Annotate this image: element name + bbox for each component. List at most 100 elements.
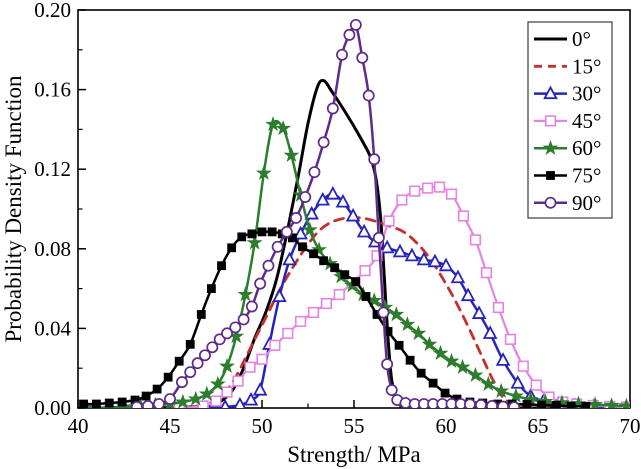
- square-open-marker: [359, 265, 371, 277]
- square-filled-marker: [428, 378, 438, 388]
- circle-marker: [229, 321, 242, 334]
- square-filled-marker: [152, 384, 162, 394]
- square-filled-marker: [309, 249, 318, 259]
- legend-item-30deg: 30°: [534, 82, 601, 106]
- square-open-marker: [295, 315, 307, 328]
- series-line: [177, 216, 630, 408]
- circle-marker: [176, 376, 188, 389]
- plot-area: 40 45 50 55 60 65 70 0.00 0.04 0.08 0.12 0.16 0.20 0°…: [34, 0, 640, 438]
- star-marker: [388, 306, 405, 322]
- square-filled-marker: [247, 229, 257, 239]
- square-filled-marker: [217, 261, 226, 271]
- triangle-marker: [482, 325, 498, 339]
- circle-marker: [308, 166, 321, 179]
- square-open-marker: [457, 210, 470, 222]
- circle-marker: [381, 358, 394, 371]
- circle-marker: [221, 327, 233, 340]
- circle-marker: [508, 401, 521, 408]
- star-marker: [421, 335, 438, 352]
- legend-label: 0°: [572, 27, 591, 51]
- star-marker: [493, 382, 510, 398]
- circle-marker: [164, 393, 176, 405]
- triangle-marker: [471, 305, 487, 319]
- triangle-marker: [220, 398, 231, 408]
- legend-item-45deg: 45°: [534, 109, 601, 133]
- circle-marker: [362, 89, 375, 102]
- circle-marker: [349, 18, 362, 31]
- square-filled-marker: [104, 398, 114, 408]
- square-open-marker: [433, 181, 446, 193]
- star-marker: [275, 120, 292, 136]
- triangle-marker: [335, 193, 351, 208]
- star-marker: [209, 375, 226, 391]
- square-filled-marker: [207, 284, 216, 293]
- circle-marker: [262, 259, 275, 272]
- series-30deg: [202, 185, 630, 408]
- x-tick-label: 70: [620, 414, 641, 438]
- x-tick-label: 65: [528, 414, 549, 438]
- square-open-marker: [221, 386, 233, 398]
- triangle-marker: [252, 381, 268, 396]
- square-filled-marker: [581, 402, 591, 408]
- square-open-marker: [492, 301, 505, 314]
- circle-marker: [280, 225, 293, 238]
- circle-marker: [199, 349, 211, 362]
- square-open-marker: [445, 188, 458, 200]
- circle-marker: [544, 196, 557, 209]
- series-15deg: [177, 216, 630, 408]
- square-filled-marker: [394, 340, 404, 350]
- square-filled-marker: [405, 355, 415, 365]
- star-marker: [283, 146, 300, 163]
- star-marker: [187, 390, 204, 406]
- square-open-marker: [269, 339, 281, 351]
- star-marker: [219, 357, 235, 373]
- square-open-marker: [197, 400, 209, 408]
- circle-marker: [343, 28, 356, 41]
- star-marker: [603, 397, 620, 408]
- square-filled-marker: [440, 388, 450, 398]
- circle-marker: [317, 136, 330, 149]
- square-open-marker: [469, 234, 482, 246]
- square-open-marker: [282, 327, 294, 339]
- circle-marker: [372, 231, 385, 244]
- square-open-marker: [383, 215, 395, 227]
- circle-marker: [153, 398, 165, 408]
- circle-marker: [356, 51, 369, 64]
- square-open-marker: [210, 395, 222, 407]
- square-filled-marker: [566, 401, 576, 408]
- circle-marker: [326, 102, 339, 115]
- square-open-marker: [371, 250, 383, 262]
- circle-marker: [141, 400, 154, 408]
- star-marker: [174, 393, 191, 408]
- square-open-marker: [333, 288, 345, 301]
- star-marker: [410, 325, 427, 341]
- square-filled-marker: [267, 227, 277, 237]
- series-line: [82, 230, 588, 408]
- square-filled-marker: [383, 326, 393, 336]
- star-marker: [301, 221, 318, 237]
- square-filled-marker: [117, 397, 127, 407]
- star-marker: [432, 344, 449, 361]
- square-filled-marker: [196, 310, 206, 319]
- triangle-marker: [325, 185, 341, 200]
- y-tick-label: 0.20: [34, 0, 71, 22]
- y-tick-label: 0.00: [34, 396, 71, 420]
- legend-item-90deg: 90°: [534, 191, 601, 215]
- star-marker: [246, 234, 263, 250]
- x-tick-label: 60: [436, 414, 457, 438]
- triangle-marker: [416, 251, 432, 266]
- legend-item-75deg: 75°: [534, 164, 601, 188]
- triangle-marker: [282, 251, 297, 266]
- star-marker: [399, 316, 416, 332]
- y-tick-label: 0.04: [34, 316, 71, 340]
- square-open-marker: [504, 333, 517, 345]
- square-filled-marker: [340, 270, 350, 280]
- circle-marker: [377, 306, 390, 319]
- triangle-marker: [345, 207, 361, 222]
- square-filled-marker: [522, 400, 532, 408]
- square-open-marker: [530, 379, 542, 391]
- square-open-marker: [244, 361, 256, 373]
- square-filled-marker: [163, 372, 173, 382]
- square-filled-marker: [257, 227, 267, 237]
